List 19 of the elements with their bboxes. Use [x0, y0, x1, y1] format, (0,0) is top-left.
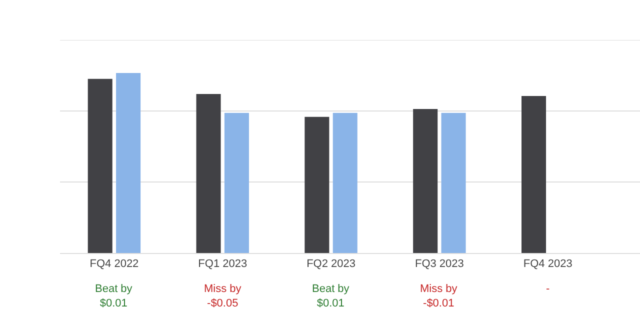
text: - — [546, 283, 550, 295]
bar — [116, 72, 141, 253]
bar — [88, 78, 112, 253]
x-tick-label: FQ3 2023 — [414, 258, 464, 270]
text: Beat by $0.01 — [95, 283, 133, 310]
bar — [441, 112, 466, 253]
x-tick-label: FQ4 2023 — [523, 258, 572, 270]
bar — [522, 96, 546, 253]
bar — [304, 116, 330, 253]
bar — [332, 112, 358, 253]
text: Miss by -$0.01 — [420, 283, 458, 310]
x-tick-label: FQ4 2022 — [90, 258, 139, 270]
text: Miss by -$0.05 — [204, 283, 242, 310]
bar — [196, 94, 221, 253]
bar — [224, 112, 249, 253]
text: Beat by $0.01 — [312, 283, 350, 310]
bar — [413, 108, 438, 253]
x-tick-label: FQ2 2023 — [306, 258, 356, 270]
x-tick-label: FQ1 2023 — [198, 258, 248, 270]
